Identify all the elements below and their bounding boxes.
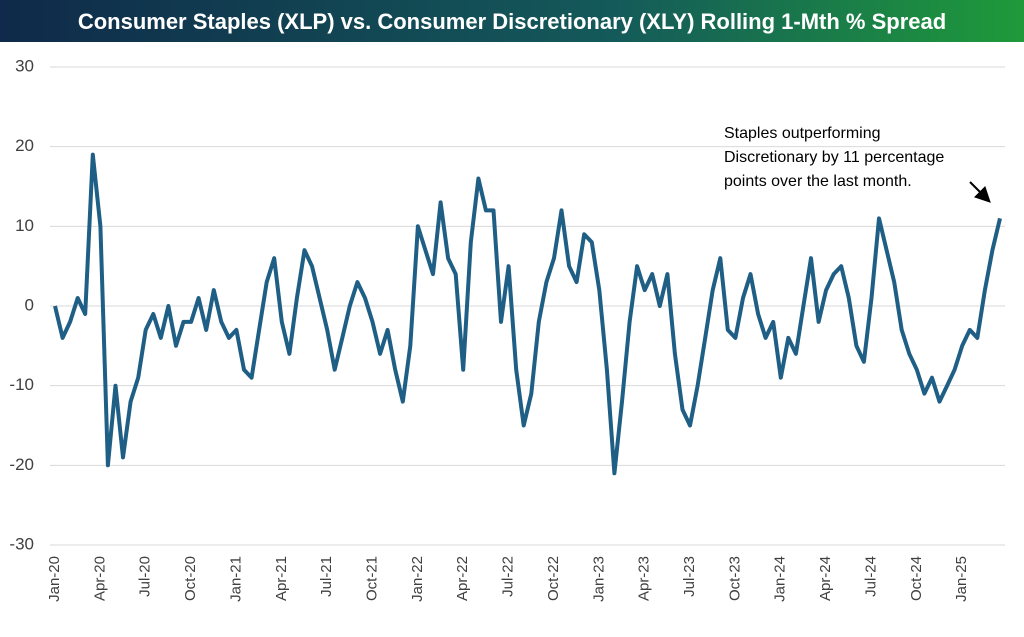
x-tick-label: Jul-21	[318, 556, 335, 597]
x-tick-label: Oct-22	[545, 556, 562, 601]
x-tick-label: Jan-20	[46, 556, 63, 602]
x-tick-label: Jan-21	[227, 556, 244, 602]
x-tick-label: Jan-24	[772, 556, 789, 602]
x-tick-label: Apr-23	[636, 556, 653, 601]
y-tick-label: 30	[15, 56, 34, 75]
x-tick-label: Apr-21	[273, 556, 290, 601]
x-tick-label: Jan-23	[590, 556, 607, 602]
x-tick-label: Apr-22	[454, 556, 471, 601]
x-tick-label: Jul-23	[681, 556, 698, 597]
annotation: Staples outperforming Discretionary by 11…	[724, 125, 944, 190]
x-tick-label: Jul-20	[137, 556, 154, 597]
x-tick-label: Oct-20	[182, 556, 199, 601]
annotation-line: points over the last month.	[724, 173, 912, 190]
y-tick-label: -20	[9, 455, 34, 474]
x-tick-label: Jan-25	[953, 556, 970, 602]
x-tick-label: Jul-24	[862, 556, 879, 597]
x-tick-label: Jan-22	[409, 556, 426, 602]
y-tick-label: 20	[15, 136, 34, 155]
x-tick-label: Oct-24	[908, 556, 925, 601]
data-line	[53, 152, 1002, 476]
x-tick-label: Oct-23	[726, 556, 743, 601]
x-tick-label: Apr-24	[817, 556, 834, 601]
x-tick-label: Oct-21	[363, 556, 380, 601]
x-tick-label: Apr-20	[91, 556, 108, 601]
chart-title: Consumer Staples (XLP) vs. Consumer Disc…	[78, 9, 946, 34]
y-tick-label: 10	[15, 216, 34, 235]
annotation-arrow	[969, 181, 991, 203]
y-tick-label: -30	[9, 534, 34, 553]
x-tick-label: Jul-22	[500, 556, 517, 597]
y-tick-label: 0	[25, 295, 34, 314]
annotation-line: Discretionary by 11 percentage	[724, 149, 944, 166]
title-banner	[0, 0, 1024, 42]
y-tick-label: -10	[9, 375, 34, 394]
annotation-line: Staples outperforming	[724, 125, 881, 142]
